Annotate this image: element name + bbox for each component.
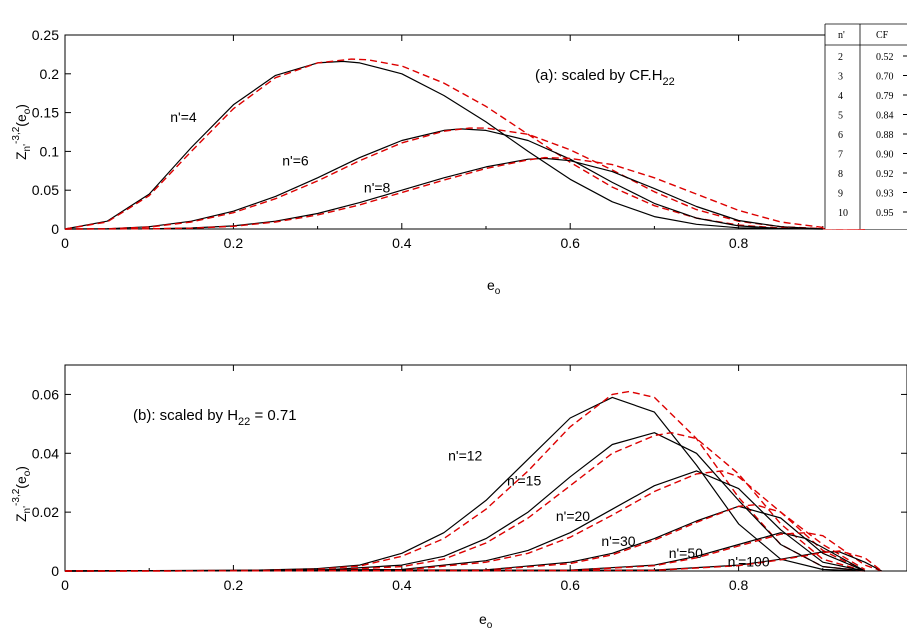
panel-a-curve-labels: n'=4 n'=6 n'=8 bbox=[170, 109, 390, 196]
curve-label: n'=4 bbox=[170, 109, 197, 125]
curve-label: n'=6 bbox=[282, 152, 309, 168]
x-tick-label: 0 bbox=[61, 577, 69, 593]
cf-table-cell-cf: 0.70 bbox=[876, 72, 894, 83]
cf-table-cell-cf: 0.84 bbox=[876, 111, 894, 122]
panel-b: 0 0.2 0.4 0.6 0.8 00.020.040.06 n'=12n'=15n'… bbox=[11, 364, 907, 631]
y-tick-label: 0.05 bbox=[32, 182, 59, 198]
exact-curve-solid bbox=[64, 128, 823, 230]
panel-b-frame bbox=[64, 364, 907, 572]
cf-table-cell-cf: 0.90 bbox=[876, 150, 894, 161]
panel-a-frame bbox=[64, 34, 907, 230]
panel-b-curve-labels: n'=12 n'=15 n'=20 n'=30 n'=50 n'=100 bbox=[448, 448, 770, 570]
cf-table-cell-n: 4 bbox=[838, 91, 843, 102]
panel-a-y-axis-label: Zn'-3,2(eo) bbox=[11, 104, 33, 160]
y-tick-label: 0.15 bbox=[32, 105, 59, 121]
y-tick-label: 0.02 bbox=[32, 504, 59, 520]
cf-table-cell-cf: 0.79 bbox=[876, 91, 894, 102]
curve-label: n'=100 bbox=[728, 554, 770, 570]
panel-b-x-ticks: 0 0.2 0.4 0.6 0.8 bbox=[61, 365, 824, 593]
panel-a-x-axis-label: eo bbox=[487, 277, 501, 297]
fit-curve-dashed bbox=[64, 58, 865, 230]
panel-b-y-ticks: 0 0.02 0.04 0.06 bbox=[32, 386, 907, 579]
x-tick-label: 0 bbox=[61, 235, 69, 251]
y-tick-label: 0.06 bbox=[32, 386, 59, 402]
exact-curve-solid bbox=[64, 157, 823, 230]
panel-a-series bbox=[64, 58, 865, 230]
curve-label: n'=15 bbox=[507, 473, 541, 489]
cf-table-cell-n: 5 bbox=[838, 111, 843, 122]
y-tick-label: 0.04 bbox=[32, 445, 59, 461]
fit-curve-dashed bbox=[64, 127, 865, 230]
panel-a-annotation: (a): scaled by CF.H22 bbox=[535, 67, 675, 88]
cf-table-header-cf: CF bbox=[876, 30, 889, 41]
x-tick-label: 0.8 bbox=[729, 577, 749, 593]
x-tick-label: 0.6 bbox=[560, 235, 580, 251]
cf-table-cell-cf: 0.88 bbox=[876, 130, 894, 141]
cf-table-cell-n: 7 bbox=[838, 150, 843, 161]
exact-curve-solid bbox=[64, 470, 866, 572]
curve-label: n'=12 bbox=[448, 448, 482, 464]
x-tick-label: 0.6 bbox=[560, 577, 580, 593]
fit-curve-dashed bbox=[64, 156, 865, 230]
x-tick-label: 0.4 bbox=[392, 235, 412, 251]
y-tick-label: 0.1 bbox=[40, 143, 60, 159]
y-tick-label: 0 bbox=[51, 221, 59, 237]
cf-table-cell-cf: 0.95 bbox=[876, 208, 894, 219]
exact-curve-solid bbox=[64, 396, 865, 572]
cf-table-background bbox=[825, 24, 907, 229]
cf-table-cell-n: 10 bbox=[838, 208, 848, 219]
cf-table-cell-n: 3 bbox=[838, 72, 843, 83]
fit-curve-dashed bbox=[64, 550, 883, 572]
cf-table-header-n: n' bbox=[838, 30, 845, 41]
cf-table: n' CF 2 0.52 3 0.70 4 0.79 5 0.84 6 0.88 7 0.90 8 0.9… bbox=[824, 23, 907, 229]
exact-curve-solid bbox=[64, 505, 866, 572]
fit-curve-dashed bbox=[64, 390, 865, 572]
cf-table-cell-n: 6 bbox=[838, 130, 843, 141]
exact-curve-solid bbox=[64, 60, 823, 230]
panel-a-y-ticks: 0 0.05 0.1 0.15 0.2 0.25 bbox=[32, 27, 907, 237]
x-tick-label: 0.4 bbox=[392, 577, 412, 593]
panel-b-series bbox=[64, 390, 883, 572]
curve-label: n'=8 bbox=[364, 180, 391, 196]
curve-label: n'=30 bbox=[601, 533, 635, 549]
curve-label: n'=20 bbox=[556, 508, 590, 524]
cf-table-cell-n: 2 bbox=[838, 52, 843, 63]
panel-b-x-axis-label: eo bbox=[479, 611, 493, 631]
y-tick-label: 0 bbox=[51, 563, 59, 579]
y-tick-label: 0.2 bbox=[40, 66, 60, 82]
cf-table-cell-cf: 0.52 bbox=[876, 52, 894, 63]
exact-curve-solid bbox=[64, 432, 865, 572]
x-tick-label: 0.2 bbox=[224, 235, 244, 251]
fit-curve-dashed bbox=[64, 532, 882, 572]
curve-label: n'=50 bbox=[669, 545, 703, 561]
panel-b-annotation: (b): scaled by H22 = 0.71 bbox=[133, 407, 297, 428]
panel-b-y-axis-label: Zn'-3,2(eo) bbox=[11, 466, 33, 522]
cf-table-cell-n: 8 bbox=[838, 169, 843, 180]
fit-curve-dashed bbox=[64, 504, 866, 572]
cf-table-cell-cf: 0.93 bbox=[876, 189, 894, 200]
cf-table-rows: 2 0.52 3 0.70 4 0.79 5 0.84 6 0.88 7 0.90 8 0.92 9 0.93… bbox=[838, 52, 907, 219]
x-tick-label: 0.2 bbox=[224, 577, 244, 593]
cf-table-cell-cf: 0.92 bbox=[876, 169, 894, 180]
panel-a-x-ticks: 0 0.2 0.4 0.6 0.8 bbox=[61, 35, 824, 251]
y-tick-label: 0.25 bbox=[32, 27, 59, 43]
cf-table-cell-n: 9 bbox=[838, 189, 843, 200]
x-tick-label: 0.8 bbox=[729, 235, 749, 251]
panel-a: 0 0.2 0.4 0.6 0.8 00.050.10.150.20.25 n'=4n'… bbox=[11, 23, 907, 297]
